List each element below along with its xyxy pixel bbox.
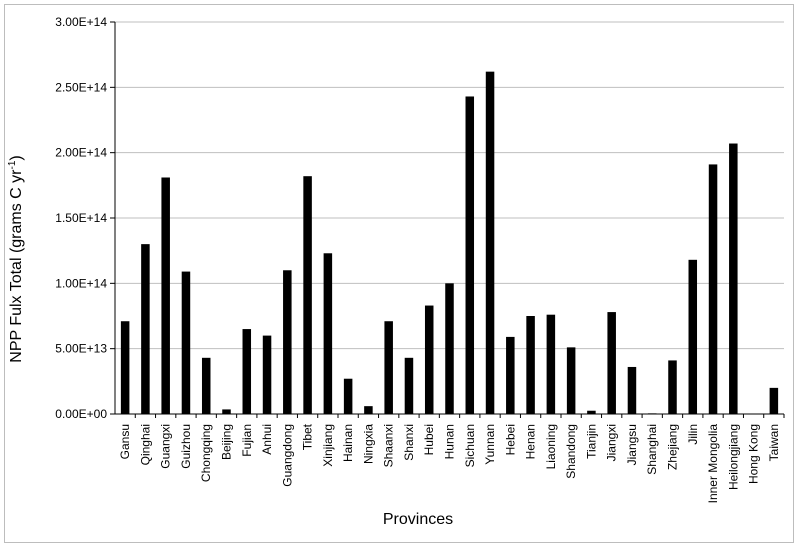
y-tick-labels: 0.00E+00 5.00E+13 1.00E+14 1.50E+14 2.00E+14… — [55, 15, 107, 421]
x-tick-label: Guangdong — [280, 424, 294, 487]
bar — [566, 347, 576, 414]
bar — [364, 406, 373, 414]
bar — [181, 271, 191, 414]
y-tick-label: 2.50E+14 — [55, 80, 107, 94]
x-tick-label: Fujian — [240, 424, 254, 457]
bar — [506, 336, 515, 414]
x-tick-label: Xinjiang — [321, 424, 335, 467]
x-tick-label: Shaanxi — [382, 424, 396, 467]
bar — [404, 357, 414, 414]
x-tick-label: Guizhou — [179, 424, 193, 469]
x-tick-labels: Gansu Qinghai Guangxi Guizhou Chongqing Beiji… — [118, 423, 781, 503]
x-tick-label: Shanxi — [402, 424, 416, 461]
x-tick-label: Qinghai — [138, 424, 152, 465]
y-tick-label: 1.00E+14 — [55, 276, 107, 290]
bar — [323, 253, 333, 414]
x-axis-title: Provinces — [383, 511, 453, 528]
x-tick-label: Tibet — [301, 423, 315, 450]
y-axis-title-superscript: -1 — [7, 160, 18, 169]
y-tick-label: 0.00E+00 — [55, 407, 107, 421]
x-tick-label: Henan — [524, 424, 538, 459]
x-tick-label: Jiangsu — [625, 424, 639, 465]
bars — [120, 71, 779, 415]
x-tick-label: Hubei — [422, 424, 436, 455]
bar — [222, 409, 231, 414]
y-axis-title-close: ) — [8, 155, 25, 160]
bar — [729, 143, 738, 414]
x-tick-label: Shanghai — [645, 424, 659, 475]
bar — [668, 360, 677, 414]
bar — [201, 357, 211, 414]
bar — [242, 329, 252, 414]
x-tick-label: Yunnan — [483, 424, 497, 465]
bar — [445, 283, 454, 414]
bar — [587, 410, 596, 414]
x-tick-label: Anhui — [260, 424, 274, 455]
bar — [769, 387, 779, 414]
x-tick-label: Heilongjiang — [726, 424, 740, 490]
bar — [485, 71, 495, 415]
x-tick-label: Gansu — [118, 424, 132, 459]
axes — [110, 21, 785, 418]
x-tick-label: Hainan — [341, 424, 355, 462]
bar — [120, 321, 130, 414]
bar — [303, 176, 312, 414]
bar — [141, 244, 150, 414]
gridlines — [115, 21, 784, 350]
bar — [384, 321, 393, 414]
bar — [343, 378, 353, 414]
y-axis-title-main: NPP Fulx Total (grams C yr — [8, 169, 25, 363]
bar — [526, 316, 535, 414]
x-tick-label: Ningxia — [361, 424, 375, 464]
x-tick-label: Inner Mongolia — [706, 424, 720, 504]
bar — [708, 164, 718, 414]
bar — [161, 177, 170, 414]
y-tick-label: 1.50E+14 — [55, 211, 107, 225]
x-tick-label: Jilin — [686, 424, 700, 445]
bar — [627, 366, 637, 414]
bar — [465, 96, 475, 414]
x-tick-label: Beijing — [220, 424, 234, 460]
x-tick-label: Hunan — [443, 424, 457, 459]
x-tick-label: Zhejiang — [666, 424, 680, 470]
x-tick-label: Tianjin — [584, 424, 598, 459]
y-tick-label: 5.00E+13 — [55, 342, 107, 356]
x-tick-label: Chongqing — [199, 424, 213, 482]
x-tick-label: Liaoning — [544, 424, 558, 469]
x-tick-label: Sichuan — [463, 424, 477, 467]
x-tick-label: Shandong — [564, 424, 578, 479]
chart-frame — [4, 4, 794, 543]
y-tick-label: 2.00E+14 — [55, 146, 107, 160]
bar — [688, 259, 698, 414]
bar — [546, 314, 556, 414]
bar — [607, 312, 616, 414]
x-tick-label: Jiangxi — [605, 424, 619, 461]
y-axis-title: NPP Fulx Total (grams C yr-1) — [7, 155, 25, 362]
x-tick-label: Hong Kong — [747, 424, 761, 484]
x-tick-label: Taiwan — [767, 424, 781, 461]
bar — [283, 270, 292, 414]
y-tick-label: 3.00E+14 — [55, 15, 107, 29]
x-tick-label: Guangxi — [159, 424, 173, 469]
bar — [262, 335, 272, 414]
x-tick-label: Hebei — [503, 424, 517, 455]
bar — [424, 305, 434, 414]
